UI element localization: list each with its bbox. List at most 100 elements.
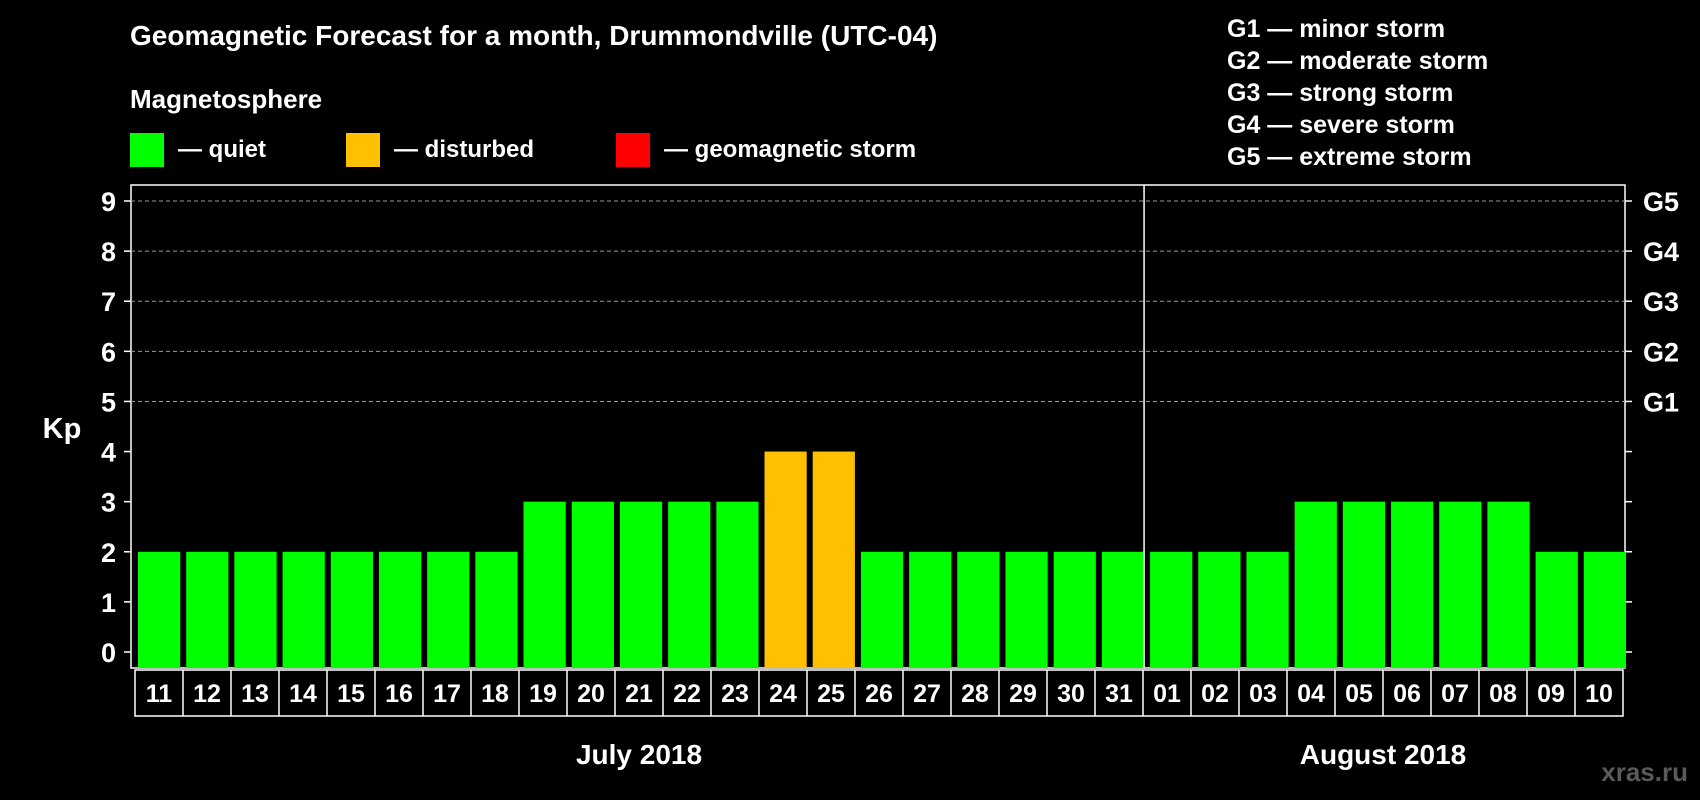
y-tick-label-1: 1 bbox=[101, 588, 116, 618]
x-tick-label-09: 09 bbox=[1537, 680, 1565, 708]
x-tick-label-27: 27 bbox=[913, 680, 941, 708]
x-tick-label-12: 12 bbox=[193, 680, 221, 708]
right-tick-label-g4: G4 bbox=[1643, 237, 1679, 267]
storm-level-g2: G2 — moderate storm bbox=[1227, 47, 1489, 75]
bar-30 bbox=[1053, 551, 1096, 668]
bar-02 bbox=[1198, 551, 1241, 668]
bar-16 bbox=[378, 551, 422, 668]
storm-level-g4: G4 — severe storm bbox=[1227, 111, 1455, 139]
bar-25 bbox=[812, 451, 855, 668]
bar-01 bbox=[1150, 551, 1193, 668]
y-tick-label-4: 4 bbox=[101, 438, 116, 468]
legend: — quiet — disturbed — geomagnetic storm bbox=[130, 133, 1030, 167]
x-tick-label-20: 20 bbox=[577, 680, 605, 708]
x-tick-label-17: 17 bbox=[433, 680, 461, 708]
x-tick-label-05: 05 bbox=[1345, 680, 1373, 708]
x-tick-label-08: 08 bbox=[1489, 680, 1517, 708]
x-tick-label-24: 24 bbox=[769, 680, 797, 708]
x-tick-label-13: 13 bbox=[241, 680, 269, 708]
storm-level-g5: G5 — extreme storm bbox=[1227, 143, 1472, 171]
bar-14 bbox=[282, 551, 325, 668]
y-tick-label-5: 5 bbox=[101, 387, 116, 417]
x-tick-label-14: 14 bbox=[289, 680, 317, 708]
bar-04 bbox=[1294, 501, 1337, 668]
x-tick-label-22: 22 bbox=[673, 680, 701, 708]
bar-06 bbox=[1391, 501, 1434, 668]
x-tick-label-15: 15 bbox=[337, 680, 365, 708]
x-tick-label-03: 03 bbox=[1249, 680, 1277, 708]
bar-08 bbox=[1487, 501, 1530, 668]
x-tick-label-18: 18 bbox=[481, 680, 509, 708]
bar-10 bbox=[1583, 551, 1626, 668]
month-label: August 2018 bbox=[1300, 739, 1467, 770]
legend-label-disturbed: — disturbed bbox=[394, 136, 535, 163]
legend-item-storm: — geomagnetic storm bbox=[616, 133, 916, 167]
x-tick-label-02: 02 bbox=[1201, 680, 1229, 708]
bar-05 bbox=[1342, 501, 1386, 668]
bar-24 bbox=[764, 451, 807, 668]
y-tick-label-0: 0 bbox=[101, 638, 116, 668]
bar-23 bbox=[716, 501, 759, 668]
bar-18 bbox=[475, 551, 518, 668]
y-tick-label-2: 2 bbox=[101, 538, 116, 568]
right-tick-label-g2: G2 bbox=[1643, 337, 1679, 367]
x-tick-label-06: 06 bbox=[1393, 680, 1421, 708]
x-tick-label-07: 07 bbox=[1441, 680, 1469, 708]
bar-07 bbox=[1439, 501, 1482, 668]
x-tick-label-11: 11 bbox=[146, 680, 173, 708]
legend-item-disturbed: — disturbed bbox=[346, 133, 534, 167]
bar-03 bbox=[1246, 551, 1289, 668]
y-tick-label-3: 3 bbox=[101, 488, 116, 518]
legend-swatch-storm bbox=[616, 133, 650, 167]
legend-swatch-quiet bbox=[130, 133, 164, 167]
x-tick-label-30: 30 bbox=[1057, 680, 1085, 708]
right-tick-label-g1: G1 bbox=[1643, 387, 1679, 417]
x-tick-label-31: 31 bbox=[1105, 680, 1133, 708]
x-tick-label-19: 19 bbox=[529, 680, 557, 708]
y-tick-label-9: 9 bbox=[101, 187, 116, 217]
bar-21 bbox=[619, 501, 663, 668]
legend-swatch-disturbed bbox=[346, 133, 380, 167]
chart-title: Geomagnetic Forecast for a month, Drummo… bbox=[130, 20, 938, 51]
x-tick-label-04: 04 bbox=[1297, 680, 1325, 708]
x-tick-label-28: 28 bbox=[961, 680, 989, 708]
bar-28 bbox=[957, 551, 1000, 668]
y-tick-label-8: 8 bbox=[101, 237, 116, 267]
storm-level-g1: G1 — minor storm bbox=[1227, 15, 1446, 43]
y-tick-label-7: 7 bbox=[101, 287, 116, 317]
bar-19 bbox=[523, 501, 566, 668]
x-tick-label-26: 26 bbox=[865, 680, 893, 708]
x-tick-label-01: 01 bbox=[1153, 680, 1181, 708]
storm-level-list: G1 — minor storm G2 — moderate storm G3 … bbox=[1227, 13, 1488, 173]
x-tick-label-23: 23 bbox=[721, 680, 749, 708]
bar-22 bbox=[668, 501, 711, 668]
chart-subtitle: Magnetosphere bbox=[130, 84, 323, 114]
legend-item-quiet: — quiet bbox=[130, 133, 266, 167]
storm-level-g3: G3 — strong storm bbox=[1227, 79, 1454, 107]
bar-20 bbox=[571, 501, 614, 668]
right-tick-label-g5: G5 bbox=[1643, 187, 1679, 217]
x-tick-label-16: 16 bbox=[385, 680, 413, 708]
watermark: xras.ru bbox=[1601, 757, 1688, 787]
bar-13 bbox=[234, 551, 277, 668]
bar-17 bbox=[427, 551, 470, 668]
x-tick-label-25: 25 bbox=[817, 680, 845, 708]
bar-26 bbox=[860, 551, 904, 668]
day-label-frame bbox=[134, 669, 1624, 717]
bar-29 bbox=[1005, 551, 1048, 668]
bar-31 bbox=[1101, 551, 1145, 668]
bar-09 bbox=[1535, 551, 1578, 668]
x-tick-label-21: 21 bbox=[625, 680, 653, 708]
x-tick-label-29: 29 bbox=[1009, 680, 1037, 708]
x-tick-label-10: 10 bbox=[1585, 680, 1613, 708]
y-axis-label: Kp bbox=[43, 413, 82, 445]
month-label: July 2018 bbox=[576, 739, 702, 770]
bar-12 bbox=[186, 551, 229, 668]
legend-label-storm: — geomagnetic storm bbox=[664, 136, 917, 163]
bar-15 bbox=[330, 551, 373, 668]
y-tick-label-6: 6 bbox=[101, 337, 116, 367]
legend-label-quiet: — quiet bbox=[178, 136, 266, 163]
right-tick-label-g3: G3 bbox=[1643, 287, 1679, 317]
bar-11 bbox=[138, 551, 181, 668]
